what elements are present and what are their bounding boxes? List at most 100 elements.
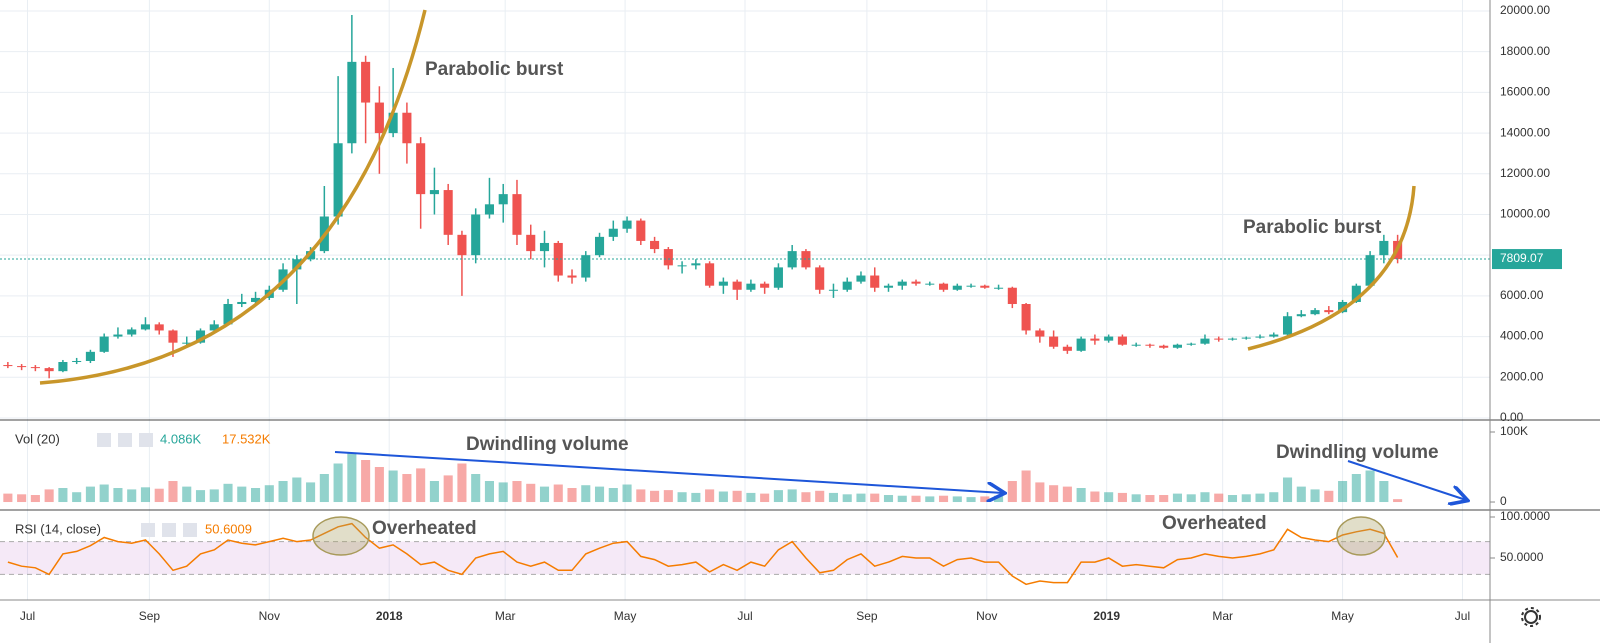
- legend-icons[interactable]: [141, 523, 197, 537]
- x-tick-label: Jul: [1455, 609, 1470, 623]
- volume-bar: [443, 475, 453, 503]
- candle-body: [1296, 314, 1306, 317]
- volume-bar: [1227, 495, 1238, 503]
- y-tick-label: 20000.00: [1500, 3, 1550, 17]
- candle-body: [938, 283, 949, 290]
- candle-body: [72, 360, 82, 363]
- candle-body: [1351, 285, 1361, 302]
- candle-body: [484, 204, 494, 215]
- candle-body: [251, 297, 261, 302]
- candle-body: [1145, 344, 1155, 346]
- candle-body: [1007, 287, 1017, 305]
- candle-body: [870, 275, 880, 288]
- candle-body: [182, 342, 192, 344]
- annotation: Dwindling volume: [1276, 442, 1439, 463]
- candle-body: [1062, 346, 1072, 351]
- annotation: Dwindling volume: [466, 434, 629, 455]
- candle-body: [1186, 343, 1196, 345]
- volume-bar: [815, 490, 825, 503]
- candle-body: [883, 285, 894, 288]
- candle-body: [581, 255, 591, 278]
- volume-bar: [1076, 488, 1086, 503]
- candle-body: [1310, 310, 1320, 315]
- x-tick-label: Nov: [259, 609, 280, 623]
- candle-body: [1269, 334, 1279, 337]
- volume-bar: [140, 487, 151, 503]
- volume-bar: [1255, 493, 1265, 503]
- volume-bar: [1186, 494, 1196, 503]
- volume-bar: [195, 490, 206, 503]
- candle-body: [374, 102, 384, 134]
- volume-bar: [718, 491, 728, 503]
- x-tick-label: May: [614, 609, 637, 623]
- candle-body: [223, 304, 233, 325]
- volume-bar: [374, 467, 384, 503]
- candle-body: [1365, 255, 1375, 286]
- volume-bar: [1007, 481, 1017, 503]
- candle-body: [99, 336, 109, 352]
- x-tick-label: Sep: [856, 609, 878, 623]
- volume-bar: [1379, 481, 1389, 503]
- candle-body: [1282, 316, 1293, 335]
- volume-bar: [429, 481, 439, 503]
- volume-bar: [801, 492, 811, 503]
- volume-bar: [856, 493, 866, 503]
- y-tick-label: 14000.00: [1500, 125, 1550, 139]
- candle-body: [1117, 336, 1127, 345]
- candle-body: [1214, 338, 1224, 340]
- candle-body: [622, 220, 632, 229]
- x-tick-label: 2018: [376, 609, 403, 623]
- volume-bar: [1324, 490, 1334, 503]
- volume-bar: [457, 463, 467, 503]
- volume-bar: [1062, 486, 1072, 503]
- candle-body: [1338, 301, 1348, 313]
- candle-body: [443, 190, 453, 235]
- candle-body: [746, 283, 756, 290]
- annotation: Parabolic burst: [425, 59, 564, 80]
- volume-bar: [1200, 492, 1210, 503]
- volume-bar: [72, 492, 82, 503]
- candle-body: [1090, 338, 1100, 341]
- candle-body: [140, 324, 151, 330]
- volume-bar: [292, 477, 302, 503]
- last-price-tag: [1492, 249, 1562, 270]
- candle-body: [292, 259, 302, 270]
- candle-body: [154, 324, 164, 331]
- volume-bar: [1296, 486, 1306, 503]
- volume-bar: [925, 496, 935, 503]
- volume-bar: [498, 482, 508, 503]
- volume-bar: [58, 488, 68, 503]
- annotation: Overheated: [372, 518, 477, 539]
- settings-gear[interactable]: [1521, 607, 1541, 627]
- candle-body: [1104, 336, 1114, 341]
- legend-icons[interactable]: [97, 433, 153, 447]
- parabola-curve: [39, 9, 427, 385]
- candle-body: [663, 249, 673, 266]
- volume-bar: [512, 481, 522, 503]
- volume-bar: [1365, 470, 1375, 503]
- candle-body: [168, 330, 178, 343]
- candle-body: [429, 190, 439, 195]
- candle-body: [1241, 337, 1251, 339]
- candle-body: [347, 61, 357, 144]
- candle-body: [553, 242, 563, 276]
- candle-body: [1076, 338, 1086, 351]
- volume-bar: [897, 495, 907, 503]
- volume-bar: [746, 492, 756, 503]
- volume-bar: [828, 492, 838, 503]
- y-tick-label: 4000.00: [1500, 329, 1544, 343]
- volume-bar: [539, 486, 550, 503]
- volume-bar: [333, 463, 343, 503]
- candle-body: [608, 228, 618, 237]
- candle-body: [650, 240, 660, 250]
- volume-bar: [622, 484, 632, 503]
- volume-bar: [251, 488, 261, 503]
- y-tick-label: 16000.00: [1500, 85, 1550, 99]
- volume-bar: [3, 493, 13, 503]
- candle-body: [856, 275, 866, 282]
- volume-bar: [1241, 494, 1251, 503]
- candle-body: [897, 281, 907, 286]
- volume-bar: [1131, 494, 1141, 503]
- candle-body: [1324, 310, 1334, 313]
